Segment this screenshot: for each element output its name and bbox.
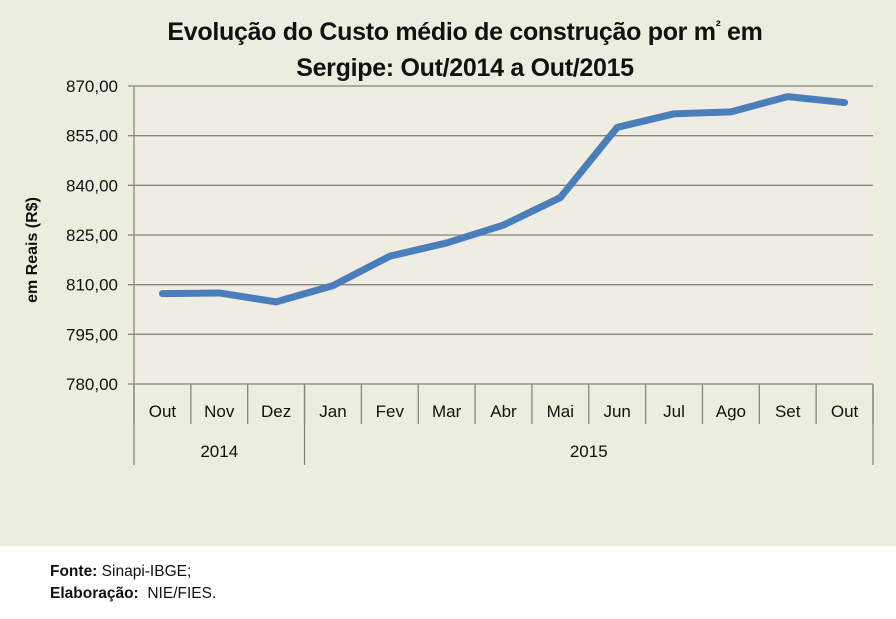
chart-title-text-end: em	[720, 18, 763, 46]
source-value: Sinapi-IBGE;	[101, 563, 192, 580]
x-group-label: 2014	[200, 442, 238, 461]
x-axis: Out Nov Dez Jan Fev Mar Abr Mai Jun Jul Ago Set Out 2…	[133, 384, 874, 465]
y-tick-label: 810,00	[66, 276, 118, 295]
series	[158, 93, 849, 306]
x-tick-label: Out	[831, 402, 859, 421]
x-tick-label: Out	[149, 402, 177, 421]
x-tick-label: Ago	[716, 402, 746, 421]
y-tick-label: 795,00	[66, 325, 118, 344]
x-tick-label: Jan	[319, 402, 346, 421]
chart-title-line-1: Evolução do Custo médio de construção po…	[0, 18, 896, 47]
line-chart: 780,00 795,00 810,00 825,00 840,00 855,00 870,…	[66, 77, 874, 465]
credit-label: Elaboração:	[50, 585, 139, 602]
y-tick-label: 825,00	[66, 226, 118, 245]
chart-footer: Fonte: Sinapi-IBGE; Elaboração: NIE/FIES…	[50, 561, 216, 605]
credit-line: Elaboração: NIE/FIES.	[50, 583, 216, 605]
x-tick-label: Nov	[204, 402, 235, 421]
x-tick-label: Mar	[432, 402, 462, 421]
chart-title-superscript: ²	[715, 18, 721, 35]
x-tick-label: Jun	[603, 402, 630, 421]
gridlines	[128, 85, 873, 385]
x-tick-label: Fev	[376, 402, 405, 421]
y-axis-ticks: 780,00 795,00 810,00 825,00 840,00 855,00 870,…	[66, 77, 118, 394]
y-tick-label: 870,00	[66, 77, 118, 96]
source-line: Fonte: Sinapi-IBGE;	[50, 561, 216, 583]
chart-title-text: Evolução do Custo médio de construção po…	[167, 18, 716, 46]
x-tick-label: Mai	[547, 402, 574, 421]
y-tick-label: 840,00	[66, 176, 118, 195]
y-tick-label: 780,00	[66, 375, 118, 394]
x-tick-label: Dez	[261, 402, 291, 421]
x-tick-label: Set	[775, 402, 801, 421]
x-tick-label: Abr	[490, 402, 517, 421]
credit-value: NIE/FIES.	[147, 585, 217, 602]
chart-title-line-2: Sergipe: Out/2014 a Out/2015	[296, 54, 634, 82]
chart-area: Evolução do Custo médio de construção po…	[0, 0, 896, 546]
source-label: Fonte:	[50, 563, 98, 580]
x-tick-label: Jul	[663, 402, 685, 421]
y-tick-label: 855,00	[66, 127, 118, 146]
x-group-label: 2015	[570, 442, 608, 461]
